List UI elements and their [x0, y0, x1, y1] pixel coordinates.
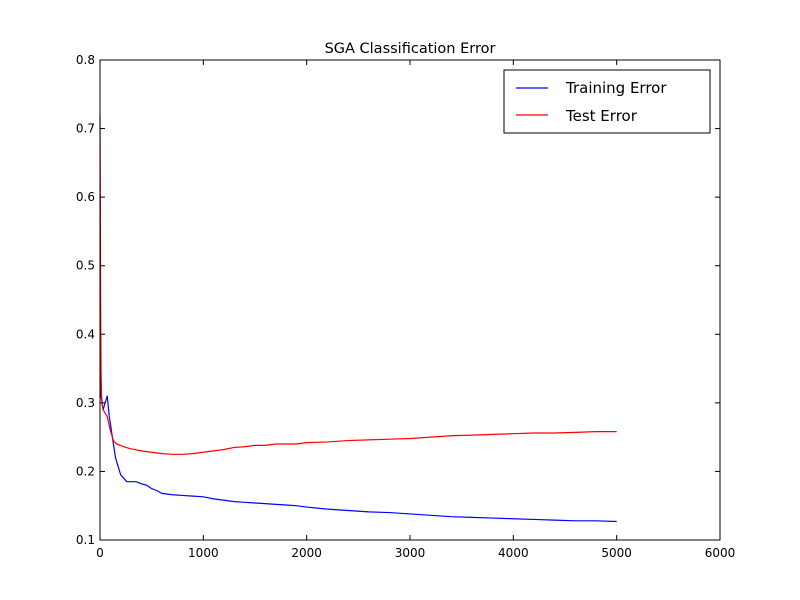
- x-tick-label: 3000: [395, 546, 426, 560]
- series-line-training-error: [99, 368, 617, 523]
- x-tick-label: 0: [96, 546, 104, 560]
- x-tick-label: 6000: [705, 546, 736, 560]
- y-tick-label: 0.5: [76, 259, 95, 273]
- y-tick-label: 0.7: [76, 122, 95, 136]
- y-tick-label: 0.3: [76, 396, 95, 410]
- x-tick-label: 4000: [498, 546, 529, 560]
- y-tick-label: 0.2: [76, 464, 95, 478]
- series-layer: [99, 114, 617, 523]
- x-tick-label: 2000: [291, 546, 322, 560]
- y-tick-label: 0.6: [76, 190, 95, 204]
- series-line-test-error: [99, 114, 617, 455]
- x-tick-label: 5000: [601, 546, 632, 560]
- chart-title: SGA Classification Error: [325, 41, 496, 57]
- x-tick-label: 1000: [188, 546, 219, 560]
- legend-label-test: Test Error: [565, 107, 638, 125]
- legend: Training Error Test Error: [503, 69, 711, 134]
- ticks-layer: 0 1000 2000 3000 4000 5000 6000 0.1 0.2 0.3 0.4 0.5…: [76, 53, 735, 560]
- y-tick-label: 0.8: [76, 53, 95, 67]
- legend-box: [503, 69, 711, 134]
- y-tick-label: 0.1: [76, 533, 95, 547]
- legend-label-training: Training Error: [565, 79, 667, 97]
- y-tick-label: 0.4: [76, 327, 95, 341]
